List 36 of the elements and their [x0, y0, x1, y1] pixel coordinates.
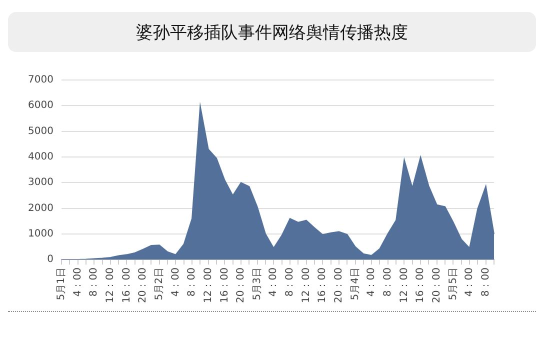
x-tick-label: 20：00: [138, 268, 149, 304]
x-tick-label: 8：00: [186, 268, 198, 297]
x-tick-label: 16：00: [317, 268, 328, 304]
x-tick-label: 4：00: [268, 268, 280, 297]
x-tick-label: 20：00: [431, 268, 442, 304]
x-tick-label: 4：00: [170, 268, 182, 297]
x-tick-label: 20：00: [334, 268, 345, 304]
x-tick-label: 5月5日: [448, 268, 459, 300]
x-tick-label: 5月4日: [350, 268, 361, 300]
x-tick-label: 8：00: [480, 268, 492, 297]
x-tick-label: 5月2日: [154, 268, 165, 300]
x-tick-label: 8：00: [284, 268, 296, 297]
x-tick-label: 8：00: [382, 268, 394, 297]
x-tick-label: 4：00: [366, 268, 378, 297]
x-tick-label: 12：00: [398, 268, 410, 304]
x-tick-label: 5月1日: [56, 268, 68, 300]
chart-title: 婆孙平移插队事件网络舆情传播热度: [8, 12, 536, 52]
x-tick-label: 16：00: [121, 268, 132, 304]
y-tick-label: 5000: [28, 126, 54, 137]
y-tick-label: 6000: [28, 100, 54, 112]
x-tick-label: 16：00: [219, 268, 230, 304]
x-tick-label: 20：00: [236, 268, 247, 304]
x-tick-label: 16：00: [415, 268, 426, 304]
x-tick-label: 12：00: [105, 268, 116, 304]
x-tick-label: 12：00: [202, 268, 214, 304]
y-tick-label: 2000: [28, 202, 54, 214]
x-tick-label: 12：00: [300, 268, 312, 304]
y-tick-label: 0: [47, 254, 54, 266]
x-tick-label: 5月3日: [252, 268, 263, 300]
y-tick-label: 7000: [28, 74, 54, 86]
x-tick-label: 4：00: [72, 268, 84, 297]
y-tick-label: 1000: [28, 228, 54, 240]
y-tick-label: 3000: [28, 177, 54, 188]
x-tick-label: 4：00: [464, 268, 476, 297]
x-tick-label: 8：00: [88, 268, 100, 297]
y-tick-label: 4000: [28, 152, 54, 163]
